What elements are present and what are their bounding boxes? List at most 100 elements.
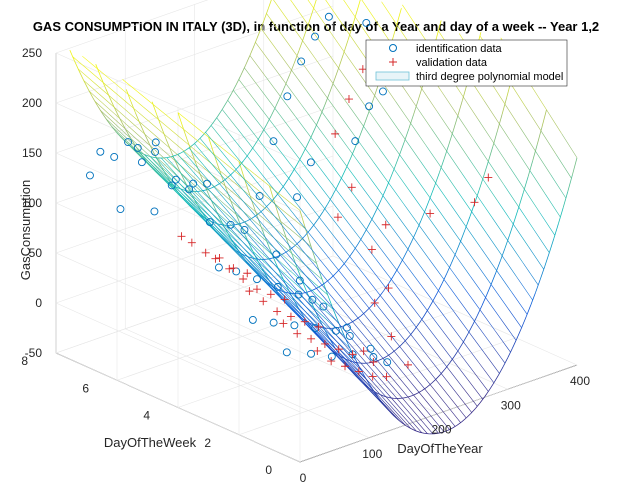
validation-point xyxy=(314,322,323,331)
surface-mesh-line xyxy=(463,96,479,121)
surface-mesh-line xyxy=(227,100,244,120)
identification-point xyxy=(283,92,292,101)
surface-mesh-line xyxy=(98,93,115,108)
surface-mesh-line xyxy=(338,355,355,372)
surface-mesh-line xyxy=(265,208,281,222)
grid-line xyxy=(116,282,395,381)
surface-mesh-line xyxy=(241,253,258,271)
surface-mesh-line xyxy=(422,269,439,291)
validation-point xyxy=(245,287,254,296)
surface-mesh-line xyxy=(191,194,208,210)
surface-mesh-line xyxy=(324,327,341,346)
surface-mesh-line xyxy=(492,130,498,147)
surface-mesh-line xyxy=(270,62,287,84)
surface-mesh-line xyxy=(453,311,470,333)
surface-mesh-line xyxy=(370,379,387,397)
surface-mesh-line xyxy=(425,197,431,210)
surface-mesh-line xyxy=(213,186,230,205)
identification-point xyxy=(205,218,214,227)
surface-mesh-line xyxy=(255,42,271,64)
surface-mesh-line xyxy=(262,174,278,195)
identification-point xyxy=(306,158,315,167)
surface-mesh-line xyxy=(465,226,482,249)
surface-mesh-line xyxy=(312,281,328,296)
surface-mesh-line xyxy=(442,92,459,116)
surface-mesh-line xyxy=(490,272,497,285)
identification-point xyxy=(96,147,105,156)
surface-mesh-line xyxy=(319,217,335,238)
surface-mesh-line xyxy=(166,157,183,175)
surface-mesh-line xyxy=(428,258,445,280)
surface-mesh-line xyxy=(328,80,335,94)
surface-mesh-line xyxy=(434,246,450,268)
surface-mesh-line xyxy=(252,258,269,276)
surface-mesh-line xyxy=(106,119,112,127)
surface-mesh-line xyxy=(410,123,427,146)
identification-point xyxy=(86,171,94,180)
y-axis-label: DayOfTheWeek xyxy=(104,435,197,450)
surface-mesh-line xyxy=(413,100,419,116)
surface-mesh-line xyxy=(417,280,434,302)
surface-mesh-line xyxy=(291,69,307,92)
surface-mesh-line xyxy=(210,185,216,189)
surface-mesh-line xyxy=(263,8,269,22)
surface-mesh-line xyxy=(353,89,370,112)
validation-point xyxy=(359,347,368,356)
surface-mesh-line xyxy=(313,224,330,245)
surface-mesh-line xyxy=(310,137,327,158)
surface-mesh-line xyxy=(175,152,181,156)
surface-mesh-line xyxy=(498,366,504,376)
surface-mesh-line xyxy=(130,138,147,153)
surface-mesh-line xyxy=(357,236,364,245)
surface-mesh-line xyxy=(221,178,228,192)
legend-item-surface: third degree polynomial model xyxy=(416,71,563,83)
surface-mesh-line xyxy=(357,317,374,337)
surface-mesh-line xyxy=(151,161,168,177)
surface-mesh-line xyxy=(145,152,162,167)
surface-mesh-line xyxy=(307,322,324,339)
identification-point xyxy=(365,102,374,111)
surface-mesh-line xyxy=(233,166,240,172)
surface-mesh-line xyxy=(248,109,265,130)
surface-mesh-line xyxy=(199,138,216,157)
surface-mesh-line xyxy=(432,300,449,322)
surface-mesh-line xyxy=(435,379,452,399)
surface-mesh-line xyxy=(306,90,323,113)
identification-point xyxy=(324,12,333,21)
surface-mesh-line xyxy=(324,93,330,106)
surface-mesh-line xyxy=(212,116,218,124)
surface-mesh-line xyxy=(161,166,177,181)
surface-mesh-line xyxy=(302,238,319,258)
surface-mesh-line xyxy=(299,159,316,180)
surface-mesh-line xyxy=(143,106,159,120)
surface-mesh-line xyxy=(104,104,120,119)
surface-mesh-line xyxy=(461,417,467,423)
surface-mesh-line xyxy=(391,349,397,354)
surface-mesh-line xyxy=(223,236,240,252)
surface-mesh-line xyxy=(224,179,241,199)
surface-mesh-line xyxy=(523,176,529,193)
surface-mesh-line xyxy=(421,319,438,340)
surface-mesh-line xyxy=(82,55,98,70)
surface-mesh-line xyxy=(138,151,155,168)
surface-mesh-line xyxy=(294,169,310,190)
surface-mesh-line xyxy=(291,309,308,326)
tick-labels: -50 0 50 100 150 200 250 0 100 200 300 400 0 2 4 6 8 xyxy=(21,46,590,485)
validation-point xyxy=(239,275,248,283)
surface-mesh-line xyxy=(285,83,302,105)
surface-mesh-line xyxy=(378,399,395,417)
surface-mesh-line xyxy=(385,396,402,415)
surface-mesh-line xyxy=(202,190,219,209)
validation-point xyxy=(225,264,234,273)
surface-mesh-line xyxy=(409,369,425,390)
surface-mesh-line xyxy=(411,290,428,311)
surface-mesh-line xyxy=(424,388,441,408)
surface-mesh-line xyxy=(388,355,405,374)
surface-mesh-line xyxy=(314,325,331,341)
surface-mesh-line xyxy=(253,265,270,282)
surface-mesh-line xyxy=(446,263,452,274)
surface-mesh-line xyxy=(181,190,198,205)
surface-mesh-line xyxy=(435,182,452,206)
surface-mesh-line xyxy=(348,250,354,258)
surface-mesh-line xyxy=(328,29,345,53)
